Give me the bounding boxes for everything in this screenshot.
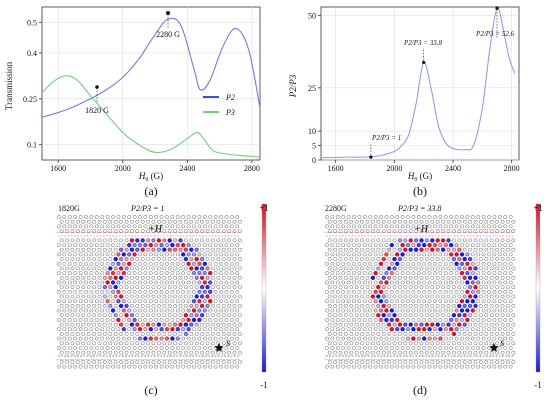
annot-1820-label: 1820 G	[85, 106, 109, 115]
source-star-icon	[214, 343, 224, 352]
ratio-marker	[422, 60, 426, 65]
legend-p2-label: P2	[225, 93, 235, 102]
panel-c-cbar-min: -1	[260, 380, 268, 390]
panel-b-ylabel: P2/P3	[288, 74, 298, 98]
x-tick-label: 2000	[386, 164, 402, 173]
panel-a-chart: 1600 2000 2400 2800 0.1 0.25 0.4 0.5 Transmissi…	[4, 6, 261, 183]
spin-wave-pattern	[58, 235, 239, 357]
ratio-annot-label: P2/P3 = 33.8	[403, 39, 442, 47]
x-tick-label: 2800	[504, 164, 520, 173]
panel-d-h-label: +H	[414, 224, 429, 235]
y-tick-label: 0.1	[27, 141, 37, 150]
panel-c-source-label: S	[226, 339, 230, 348]
panel-a-xlabel: H0 (G)	[138, 171, 163, 183]
panel-c-field: 1820G	[58, 204, 80, 213]
caption-c: (c)	[144, 383, 157, 397]
y-tick-label: 0.5	[27, 18, 37, 27]
caption-a: (a)	[144, 184, 157, 198]
x-tick-label: 2000	[115, 164, 131, 173]
x-tick-label: 1600	[50, 164, 66, 173]
panel-d-source-label: S	[500, 339, 504, 348]
legend-p3-label: P3	[225, 108, 235, 117]
hole-lattice	[56, 215, 242, 369]
x-tick-label: 2400	[445, 164, 461, 173]
ratio-annot-label: P2/P3 = 1	[371, 134, 401, 142]
ratio-marker	[369, 155, 373, 159]
spin-wave-pattern	[326, 235, 514, 357]
panel-a-legend: P2 P3	[203, 93, 235, 117]
series-line-p3	[42, 75, 260, 158]
caption-d: (d)	[413, 383, 427, 397]
panel-c-simulation: 1820G P2/P3 = 1 +H S +1 -1	[56, 203, 269, 390]
ratio-marker	[495, 6, 499, 10]
panel-b-chart: 1600 2000 2400 2800 0 5 10 25 50 P2/P3 H0 (G) P2…	[288, 6, 520, 183]
panel-c-cbar-max: +1	[259, 203, 269, 213]
panel-c-ratio: P2/P3 = 1	[130, 204, 164, 213]
y-tick-label: 0.4	[27, 49, 37, 58]
annot-2280-label: 2280 G	[156, 30, 180, 39]
panel-a-frame	[41, 6, 261, 161]
panel-d-simulation: 2280G P2/P3 = 33.8 +H S +1 -1	[324, 203, 543, 390]
ratio-annot-label: P2/P3 = 52.6	[475, 30, 514, 38]
y-tick-label: 25	[308, 84, 316, 93]
x-tick-label: 1600	[328, 164, 344, 173]
x-tick-label: 2800	[244, 164, 260, 173]
panel-c-h-label: +H	[148, 224, 163, 235]
y-tick-label: 5	[312, 142, 316, 151]
y-tick-label: 0.25	[23, 95, 37, 104]
annot-1820-marker	[95, 85, 99, 89]
panel-d-cbar-min: -1	[534, 380, 542, 390]
panel-d-cbar-max: +1	[533, 203, 543, 213]
series-line-p2	[42, 17, 260, 118]
panel-d-ratio: P2/P3 = 33.8	[397, 204, 441, 213]
source-star-icon	[489, 343, 499, 352]
hole-lattice	[324, 215, 516, 369]
annot-2280-marker	[166, 11, 170, 15]
y-tick-label: 0	[312, 156, 316, 165]
panel-b-xlabel: H0 (G)	[407, 171, 432, 183]
panel-d-colorbar	[535, 203, 541, 373]
x-tick-label: 2400	[179, 164, 195, 173]
y-tick-label: 10	[308, 127, 316, 136]
y-tick-label: 50	[308, 12, 316, 21]
caption-b: (b)	[413, 184, 427, 198]
panel-a-ylabel: Transmission	[4, 61, 14, 110]
panel-c-colorbar	[261, 203, 267, 373]
panel-d-field: 2280G	[325, 204, 347, 213]
